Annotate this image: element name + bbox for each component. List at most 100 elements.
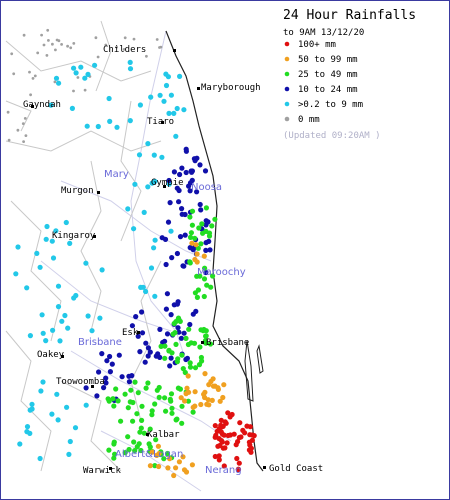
station-dot xyxy=(156,451,162,457)
legend-label: >0.2 to 9 mm xyxy=(298,100,363,110)
station-dot xyxy=(210,273,216,279)
rainfall-stations xyxy=(6,28,257,479)
station-dot xyxy=(46,28,50,32)
station-dot xyxy=(202,168,209,174)
station-dot xyxy=(247,424,253,430)
legend-label: 100+ mm xyxy=(298,40,336,50)
station-dot xyxy=(220,394,226,401)
station-dot xyxy=(189,240,195,246)
station-dot xyxy=(169,255,175,261)
station-dot xyxy=(203,333,209,339)
legend: 24 Hour Rainfalls to 9AM 13/12/20 100+ m… xyxy=(283,8,416,141)
station-dot xyxy=(192,365,199,371)
station-dot xyxy=(40,33,43,37)
station-dot xyxy=(201,276,208,282)
town-label-warwick: Warwick xyxy=(83,466,122,476)
station-dot xyxy=(57,338,63,344)
station-dot xyxy=(103,380,109,386)
station-dot xyxy=(83,385,89,391)
region-label-noosa: Noosa xyxy=(191,182,222,193)
station-dot xyxy=(23,117,27,120)
station-dot xyxy=(157,326,163,332)
station-dot xyxy=(10,52,14,56)
station-dot xyxy=(184,385,190,391)
station-dot xyxy=(152,237,158,243)
station-dot xyxy=(151,152,157,158)
station-dot xyxy=(115,45,118,49)
station-dot xyxy=(185,373,191,379)
station-dot xyxy=(164,331,171,337)
station-dot xyxy=(194,259,200,265)
station-dot xyxy=(156,463,162,470)
station-dot xyxy=(194,189,200,195)
coastline xyxy=(165,30,264,472)
station-dot xyxy=(196,225,202,231)
legend-title: 24 Hour Rainfalls xyxy=(283,8,416,23)
station-dot xyxy=(118,418,124,424)
town-label-kingaroy: Kingaroy xyxy=(52,231,96,241)
station-dot xyxy=(39,312,45,318)
station-dot xyxy=(149,408,155,414)
station-dot xyxy=(187,245,193,251)
legend-label: 50 to 99 mm xyxy=(298,55,358,65)
station-dot xyxy=(83,260,89,266)
station-dot xyxy=(125,405,131,411)
station-dot xyxy=(162,343,168,349)
town-marker-maryborough xyxy=(197,87,200,90)
station-dot xyxy=(15,244,21,250)
station-dot xyxy=(85,313,91,319)
station-dot xyxy=(168,92,174,98)
station-dot xyxy=(174,301,180,307)
station-dot xyxy=(145,345,151,351)
station-dot xyxy=(198,207,204,213)
station-dot xyxy=(169,405,175,411)
station-dot xyxy=(72,42,76,45)
station-dot xyxy=(122,48,126,51)
station-dot xyxy=(177,73,183,79)
station-dot xyxy=(161,98,167,104)
station-dot xyxy=(114,124,120,130)
station-dot xyxy=(212,216,218,222)
station-dot xyxy=(132,448,138,454)
station-dot xyxy=(135,390,141,396)
station-dot xyxy=(43,236,49,242)
station-dot xyxy=(85,71,91,77)
station-dot xyxy=(149,180,155,186)
station-dot xyxy=(76,76,80,79)
station-dot xyxy=(137,429,143,435)
station-dot xyxy=(179,403,185,409)
station-dot xyxy=(197,273,203,279)
town-marker-toowoomba xyxy=(91,385,94,388)
station-dot xyxy=(192,235,198,241)
station-dot xyxy=(27,430,33,436)
station-dot xyxy=(210,376,216,382)
town-marker-oakey xyxy=(61,355,64,358)
station-dot xyxy=(165,219,172,225)
station-dot xyxy=(62,312,68,319)
station-dot xyxy=(131,226,137,232)
station-dot xyxy=(216,426,222,432)
station-dot xyxy=(24,285,30,291)
region-label-brisbane: Brisbane xyxy=(78,337,122,348)
station-dot xyxy=(217,398,223,404)
station-dot xyxy=(71,295,77,301)
station-dot xyxy=(203,340,209,346)
station-dot xyxy=(152,293,158,299)
station-dot xyxy=(83,88,87,92)
station-dot xyxy=(189,222,195,228)
station-dot xyxy=(71,65,77,71)
station-dot xyxy=(55,417,61,423)
station-dot xyxy=(7,138,11,142)
station-dot xyxy=(193,308,199,314)
station-dot xyxy=(139,403,145,409)
station-dot xyxy=(148,94,154,100)
station-dot xyxy=(171,320,177,327)
station-dot xyxy=(110,396,116,402)
station-dot xyxy=(159,154,165,160)
station-dot xyxy=(212,423,218,429)
station-dot xyxy=(72,425,79,431)
station-dot xyxy=(218,417,224,423)
station-dot xyxy=(234,455,240,462)
station-dot xyxy=(219,439,225,445)
